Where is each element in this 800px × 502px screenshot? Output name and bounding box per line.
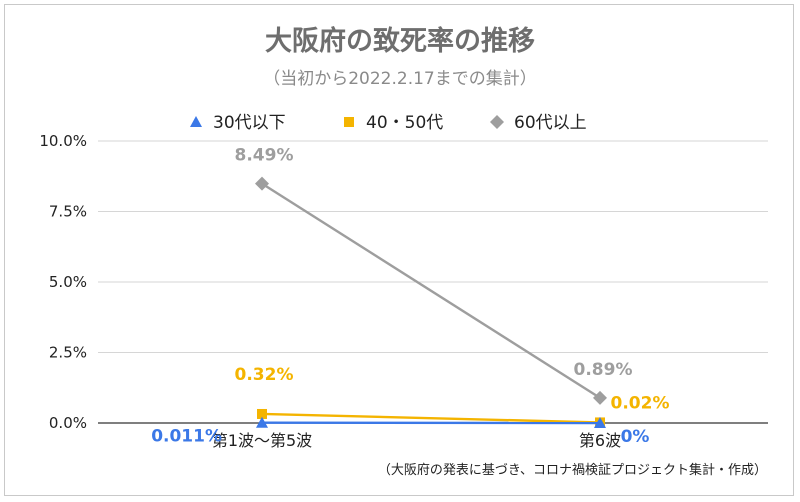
y-tick-label: 10.0% (39, 132, 87, 150)
legend: 30代以下 40・50代 60代以上 (190, 113, 587, 133)
data-label: 0.89% (574, 360, 633, 380)
y-tick-label: 2.5% (49, 344, 87, 362)
data-label: 0.011% (151, 427, 222, 447)
legend-marker-1 (344, 117, 354, 127)
legend-label-1: 40・50代 (366, 113, 443, 133)
legend-marker-2 (490, 115, 504, 129)
series-line-1 (261, 412, 601, 424)
data-labels-0: 0.011% 0% (151, 427, 649, 447)
chart-subtitle: （当初から2022.2.17までの集計） (263, 69, 537, 89)
series-2 (255, 176, 607, 405)
y-tick-label: 0.0% (49, 414, 87, 432)
data-point-0-0 (256, 416, 268, 428)
data-point-2-0 (255, 176, 269, 191)
plot-area: 0.011% 0% 0.32% 0.02% 8.49% 0.89% (151, 146, 669, 447)
chart-frame (4, 4, 794, 496)
y-tick-label: 7.5% (49, 203, 87, 221)
x-tick-label: 第1波〜第5波 (212, 431, 312, 450)
legend-label-2: 60代以上 (514, 113, 587, 133)
data-labels-2: 8.49% 0.89% (235, 146, 633, 380)
x-axis: 第1波〜第5波 第6波 (212, 431, 621, 450)
data-label: 0% (621, 427, 650, 447)
data-point-2-1 (593, 390, 607, 405)
chart-title: 大阪府の致死率の推移 (265, 25, 535, 57)
y-tick-label: 5.0% (49, 273, 87, 291)
data-label: 0.32% (235, 365, 294, 385)
series-line-2 (261, 182, 601, 399)
source-note: （大阪府の発表に基づき、コロナ禍検証プロジェクト集計・作成） (378, 462, 767, 478)
data-point-0-1 (594, 417, 606, 428)
data-label: 8.49% (235, 146, 294, 166)
x-tick-label: 第6波 (579, 431, 621, 450)
data-label: 0.02% (611, 393, 670, 413)
series-0 (256, 416, 606, 428)
data-labels-1: 0.32% 0.02% (235, 365, 670, 413)
data-point-1-0 (257, 408, 267, 419)
legend-marker-0 (190, 116, 202, 127)
y-axis: 0.0% 2.5% 5.0% 7.5% 10.0% (39, 132, 87, 432)
legend-label-0: 30代以下 (213, 113, 286, 133)
gridlines (98, 140, 768, 424)
series-1 (257, 408, 605, 428)
